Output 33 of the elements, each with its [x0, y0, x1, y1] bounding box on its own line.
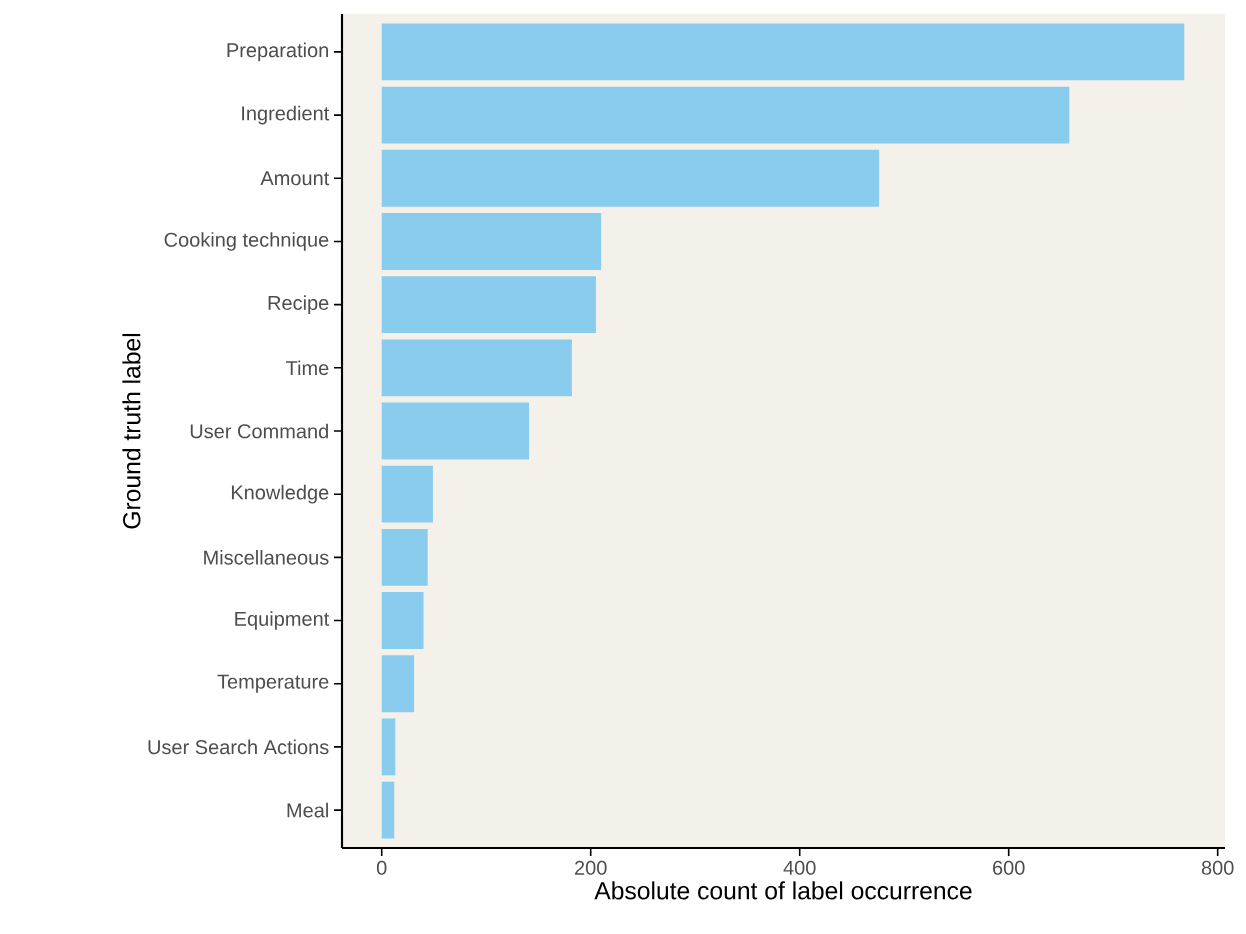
- bar: [381, 276, 596, 334]
- bar: [381, 655, 415, 713]
- y-axis-title: Ground truth label: [122, 333, 141, 529]
- bar: [381, 402, 530, 460]
- y-tick-label: Temperature: [217, 674, 329, 693]
- bar: [381, 592, 424, 649]
- bar: [381, 86, 1070, 144]
- y-tick-label: Amount: [260, 171, 330, 186]
- x-tick-label: 0: [376, 860, 387, 875]
- bar: [381, 213, 602, 270]
- y-tick-label: Knowledge: [231, 484, 329, 504]
- bar: [381, 339, 572, 397]
- bar: [381, 781, 395, 839]
- bar: [381, 465, 433, 523]
- y-tick-label: Preparation: [227, 42, 328, 62]
- y-tick-label: Ingredient: [242, 105, 330, 125]
- bar: [381, 23, 1185, 81]
- bar: [381, 718, 396, 776]
- bar: [381, 528, 428, 586]
- y-tick-label: User Search Actions: [148, 739, 329, 755]
- x-tick-label: 400: [783, 860, 816, 875]
- x-tick-label: 200: [575, 860, 607, 875]
- y-tick-label: User Command: [190, 423, 328, 439]
- bar: [381, 149, 880, 207]
- x-tick-label: 600: [993, 860, 1025, 875]
- y-tick-label: Cooking technique: [164, 232, 329, 251]
- y-tick-label: Meal: [287, 802, 328, 818]
- y-tick-label: Time: [286, 360, 329, 376]
- y-tick-label: Miscellaneous: [204, 550, 329, 565]
- y-tick-label: Equipment: [235, 611, 330, 630]
- x-axis-title: Absolute count of label occurrence: [594, 881, 972, 900]
- y-tick-label: Recipe: [268, 295, 329, 314]
- x-tick-label: 800: [1201, 860, 1234, 875]
